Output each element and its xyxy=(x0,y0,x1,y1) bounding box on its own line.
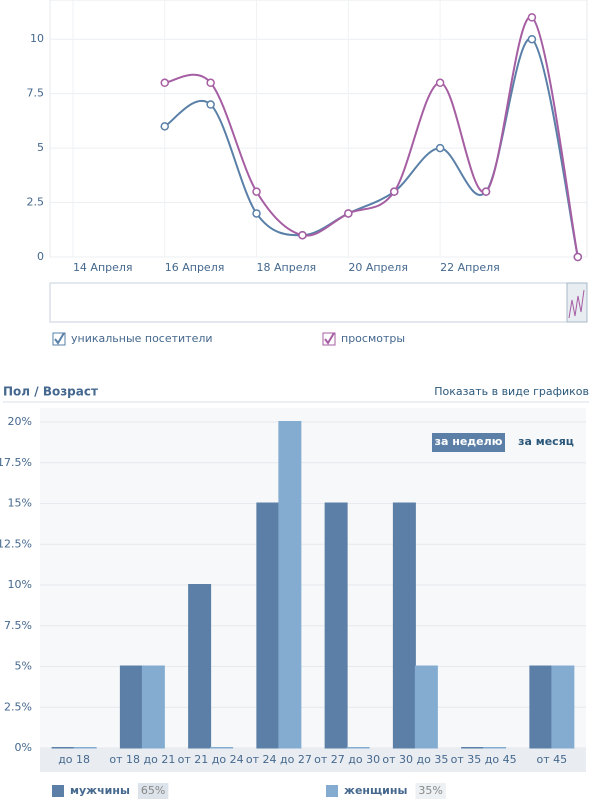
x-tick-label: 18 Апреля xyxy=(257,261,317,274)
point[interactable] xyxy=(344,209,353,218)
y-tick-label: 5 xyxy=(37,141,44,154)
y-tick-label: 5% xyxy=(15,660,32,673)
section-title: Пол / Возраст xyxy=(3,385,98,399)
navigator-line xyxy=(568,289,585,319)
bar[interactable] xyxy=(483,747,507,749)
x-tick-label: от 24 до 27 xyxy=(246,753,312,766)
x-tick-label: от 30 до 35 xyxy=(382,753,448,766)
point[interactable] xyxy=(527,13,537,22)
bar[interactable] xyxy=(278,421,302,749)
point[interactable] xyxy=(527,34,537,44)
y-tick-label: 17.5% xyxy=(0,456,32,469)
share-badge xyxy=(415,783,446,799)
y-tick-label: 0% xyxy=(15,741,32,754)
point[interactable] xyxy=(206,78,215,88)
toggle-active[interactable] xyxy=(432,433,505,452)
legend-label[interactable]: уникальные посетители xyxy=(71,332,213,345)
bar[interactable] xyxy=(51,747,75,749)
bar[interactable] xyxy=(324,502,348,749)
bar[interactable] xyxy=(188,584,212,749)
category-band xyxy=(40,748,586,772)
point[interactable] xyxy=(252,209,261,218)
x-tick-label: 16 Апреля xyxy=(165,261,225,274)
x-tick-label: от 18 до 21 xyxy=(109,753,175,766)
bar[interactable] xyxy=(141,665,165,749)
bar[interactable] xyxy=(346,747,370,749)
bar[interactable] xyxy=(461,747,485,749)
share-badge xyxy=(137,783,169,799)
point[interactable] xyxy=(160,78,169,88)
legend-label[interactable]: просмотры xyxy=(341,332,405,345)
point[interactable] xyxy=(389,187,399,196)
navigator[interactable] xyxy=(49,282,588,323)
point[interactable] xyxy=(298,230,307,240)
x-tick-label: от 21 до 24 xyxy=(178,753,244,766)
legend-check xyxy=(324,332,335,345)
x-tick-label: от 27 до 30 xyxy=(314,753,380,766)
point[interactable] xyxy=(252,187,261,196)
share-label: 35% xyxy=(418,784,442,797)
point[interactable] xyxy=(435,78,445,88)
bar[interactable] xyxy=(551,665,575,749)
plot-area xyxy=(49,0,588,258)
view-link[interactable]: Показать в виде графиков xyxy=(434,385,589,398)
bar[interactable] xyxy=(529,665,553,749)
share-label: 65% xyxy=(141,784,165,797)
y-tick-label: 20% xyxy=(8,415,32,428)
toggle-button[interactable]: за неделю xyxy=(435,435,503,448)
point[interactable] xyxy=(206,100,215,109)
y-tick-label: 12.5% xyxy=(0,537,32,550)
y-tick-label: 2.5% xyxy=(4,700,32,713)
legend-swatch xyxy=(326,785,338,797)
x-tick-label: до 18 xyxy=(58,753,90,766)
bar[interactable] xyxy=(210,747,234,749)
x-tick-label: от 45 xyxy=(537,753,568,766)
y-tick-label: 10% xyxy=(8,578,32,591)
y-tick-label: 7.5% xyxy=(4,619,32,632)
point[interactable] xyxy=(481,187,491,196)
point[interactable] xyxy=(160,122,169,131)
x-tick-label: от 35 до 45 xyxy=(451,753,517,766)
legend-swatch xyxy=(52,785,64,797)
bar[interactable] xyxy=(73,747,97,749)
legend-label: мужчины xyxy=(70,784,130,797)
legend-check xyxy=(54,332,65,345)
bar[interactable] xyxy=(392,502,416,749)
point[interactable] xyxy=(435,143,445,153)
x-tick-label: 20 Апреля xyxy=(348,261,408,274)
bar[interactable] xyxy=(414,665,438,749)
y-tick-label: 15% xyxy=(8,497,32,510)
x-tick-label: 14 Апреля xyxy=(73,261,133,274)
y-tick-label: 2.5 xyxy=(27,196,45,209)
x-tick-label: 22 Апреля xyxy=(440,261,500,274)
y-tick-label: 10 xyxy=(30,32,44,45)
y-tick-label: 0 xyxy=(37,250,44,263)
bar[interactable] xyxy=(256,502,280,749)
toggle-button[interactable]: за месяц xyxy=(518,435,574,448)
legend-label: женщины xyxy=(344,784,407,797)
bar[interactable] xyxy=(119,665,143,749)
point[interactable] xyxy=(573,252,583,262)
y-tick-label: 7.5 xyxy=(27,87,45,100)
